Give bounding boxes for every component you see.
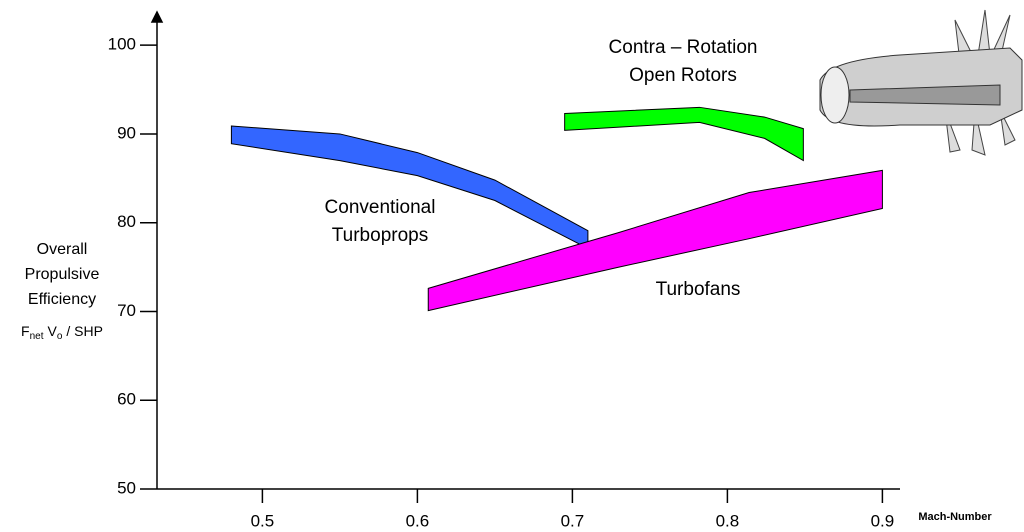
engine-illustration	[819, 9, 1023, 156]
axes	[150, 10, 900, 490]
band-label: Conventional	[325, 197, 436, 218]
y-tick-label: 80	[117, 212, 136, 231]
y-axis-title: Propulsive	[25, 266, 100, 283]
y-tick-label: 70	[117, 301, 136, 320]
blade	[977, 9, 991, 56]
unit-subscript: o	[57, 331, 63, 342]
y-axis-unit: Fnet Vo / SHP	[21, 323, 103, 342]
unit-text: V	[47, 323, 57, 339]
y-axis-arrow	[150, 10, 164, 23]
efficiency-band	[564, 106, 804, 162]
unit-subscript: net	[30, 331, 44, 342]
x-tick-label: 0.7	[561, 511, 585, 530]
y-tick-label: 90	[117, 123, 136, 142]
y-tick-label: 100	[108, 35, 136, 54]
y-tick-label: 50	[117, 478, 136, 497]
x-tick-label: 0.8	[716, 511, 740, 530]
band-label: Contra – Rotation	[609, 37, 758, 58]
band-label: Open Rotors	[629, 65, 737, 86]
band-label: Turbofans	[656, 279, 741, 300]
engine-core	[849, 84, 1001, 106]
efficiency-band	[427, 169, 883, 312]
unit-text: F	[21, 323, 30, 339]
x-tick-label: 0.6	[406, 511, 430, 530]
x-axis-title: Mach-Number	[918, 511, 992, 523]
x-tick-label: 0.5	[251, 511, 275, 530]
x-tick-label: 0.9	[871, 511, 895, 530]
band-label: Turboprops	[332, 225, 428, 246]
unit-text: / SHP	[66, 323, 103, 339]
y-axis-title: Overall	[37, 241, 88, 258]
y-tick-label: 60	[117, 390, 136, 409]
y-axis-title: Efficiency	[28, 291, 96, 308]
engine-inlet	[820, 66, 850, 124]
